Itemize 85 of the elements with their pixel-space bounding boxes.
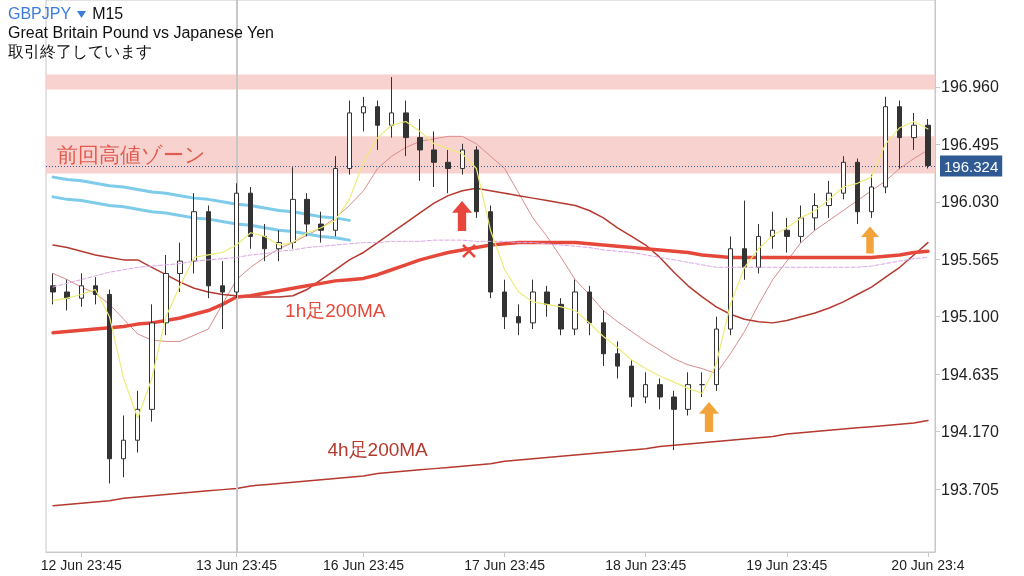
candlestick	[855, 158, 860, 225]
candlestick	[290, 166, 296, 250]
candlestick	[262, 223, 267, 262]
candlestick	[474, 145, 479, 219]
line-series	[52, 239, 929, 288]
candlestick	[502, 279, 507, 330]
candlestick	[742, 200, 747, 281]
annotation: 取引終了しています	[8, 42, 153, 61]
candlestick	[714, 316, 719, 392]
y-tick-label: 196.495	[941, 135, 999, 153]
ref-line-label: 196.324	[944, 157, 999, 175]
y-tick-label: 196.030	[941, 193, 999, 211]
candlestick	[431, 130, 437, 188]
candlestick	[389, 76, 394, 139]
candlestick	[756, 223, 761, 274]
y-tick-label: 194.635	[941, 365, 999, 383]
candlestick	[107, 289, 112, 484]
line-series	[52, 419, 929, 507]
candlestick	[460, 143, 465, 176]
y-tick-label: 196.960	[941, 78, 999, 96]
text: Great Britain Pound vs Japanese Yen	[8, 23, 274, 42]
candlestick	[248, 186, 253, 250]
x-tick-label: 12 Jun 23:45	[40, 557, 122, 573]
candlestick	[234, 182, 239, 299]
candlestick	[163, 254, 169, 336]
candlestick	[544, 285, 550, 318]
chart-title: GBPJPY	[8, 5, 72, 22]
candlestick	[403, 100, 409, 157]
y-tick-label: 195.565	[941, 250, 999, 268]
candlestick	[206, 205, 211, 299]
x-tick-label: 13 Jun 23:45	[196, 557, 278, 573]
candlestick	[488, 205, 493, 299]
candlestick	[643, 371, 648, 404]
x-tick-label: 20 Jun 23:4	[891, 557, 965, 573]
candlestick	[812, 192, 818, 231]
candlestick	[601, 310, 606, 367]
candlestick	[121, 415, 126, 478]
series-label: 4h足200MA	[327, 439, 429, 461]
candlestick	[304, 192, 310, 237]
candlestick	[572, 279, 578, 336]
line-series	[52, 120, 929, 419]
candlestick	[177, 242, 183, 293]
candlestick	[883, 96, 888, 194]
line-series	[51, 240, 930, 335]
candlestick	[191, 192, 197, 274]
candlestick	[530, 279, 536, 330]
candlestick	[64, 279, 70, 312]
line-series	[52, 187, 929, 324]
candlestick	[516, 303, 521, 336]
annotation: M15	[92, 5, 124, 22]
x-tick-label: 18 Jun 23:45	[605, 557, 687, 573]
candlestick	[375, 100, 380, 151]
candlestick	[558, 297, 564, 336]
candlestick	[897, 100, 902, 169]
x-tick-label: 17 Jun 23:45	[464, 557, 546, 573]
candlestick	[347, 100, 352, 176]
y-tick-label: 194.170	[941, 423, 999, 441]
x-tick-label: 19 Jun 23:45	[746, 557, 828, 573]
x-tick-label: 16 Jun 23:45	[323, 557, 405, 573]
candlestick	[826, 180, 832, 219]
series-label: 1h足200MA	[285, 300, 386, 322]
candlestick	[445, 149, 451, 194]
candlestick	[699, 371, 705, 398]
candlestick	[629, 359, 634, 408]
candlestick	[798, 205, 804, 244]
candlestick	[925, 118, 931, 169]
candlestick	[587, 285, 592, 336]
candlestick	[333, 155, 338, 237]
band-label: 前回高値ゾーン	[57, 143, 206, 167]
candlestick	[149, 303, 155, 423]
candlestick	[615, 340, 620, 379]
candlestick	[841, 155, 846, 200]
candlestick	[671, 390, 677, 451]
candlestick	[728, 235, 733, 336]
candlestick	[685, 371, 691, 417]
candlestick	[220, 260, 225, 330]
candlestick	[361, 96, 366, 132]
candlestick	[657, 377, 663, 410]
y-tick-label: 195.100	[941, 308, 999, 326]
candlestick	[79, 272, 84, 308]
candlestick	[784, 217, 790, 253]
candlestick	[50, 272, 56, 305]
candlestick	[911, 112, 917, 151]
y-tick-label: 193.705	[941, 480, 999, 498]
candlestick	[417, 118, 423, 182]
